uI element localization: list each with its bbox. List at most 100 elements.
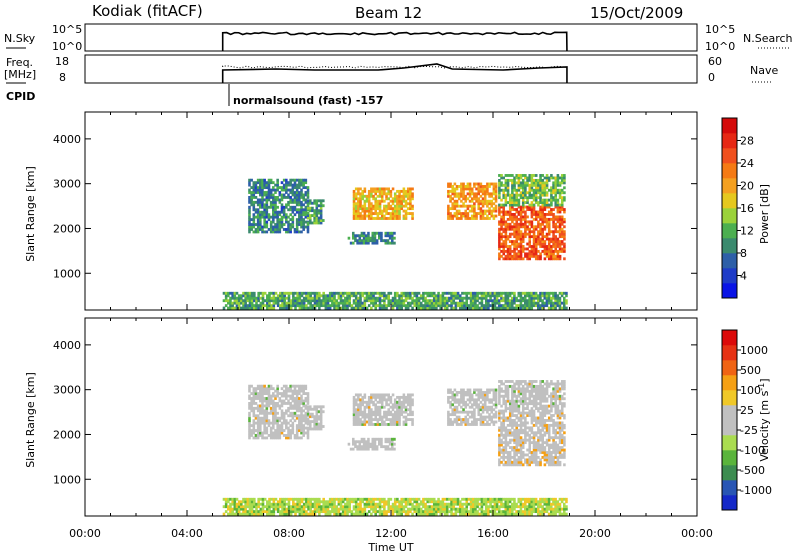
velocity-cell [384, 437, 388, 441]
velocity-cell [380, 398, 384, 402]
power-cell [383, 187, 386, 191]
power-cell [398, 296, 401, 300]
power-cell [508, 205, 512, 209]
power-cell [519, 186, 523, 190]
velocity-cell [391, 440, 394, 444]
power-cell [294, 296, 297, 300]
velocity-cell [248, 419, 251, 423]
power-cell [387, 296, 390, 300]
power-cell [354, 301, 358, 305]
power-cell [285, 186, 288, 190]
power-cell [488, 182, 491, 186]
power-cell [370, 209, 373, 213]
velocity-cell [504, 394, 508, 398]
power-cell [269, 200, 273, 204]
power-cell [526, 178, 529, 182]
power-cell [524, 235, 527, 239]
power-cell [466, 207, 470, 211]
power-cell [492, 182, 496, 186]
velocity-cell [547, 446, 551, 449]
velocity-cell [556, 446, 560, 449]
power-cell [354, 217, 358, 220]
velocity-cell [359, 393, 362, 397]
power-cell [307, 299, 310, 303]
velocity-cell [282, 384, 286, 388]
velocity-cell [377, 437, 381, 441]
power-cell [500, 183, 503, 187]
power-cell [511, 254, 514, 258]
power-cell [530, 254, 534, 258]
power-cell [322, 291, 325, 295]
power-cell [313, 291, 317, 295]
power-cell [393, 197, 397, 201]
velocity-cell [539, 382, 542, 386]
velocity-cell [528, 399, 532, 403]
power-cell [348, 291, 351, 295]
velocity-cell [519, 382, 523, 386]
power-cell [541, 210, 545, 214]
power-cell [521, 203, 525, 207]
power-cell [498, 186, 501, 190]
velocity-cell [517, 399, 521, 403]
power-cell [521, 198, 525, 202]
velocity-cell [475, 403, 478, 407]
velocity-cell [526, 387, 529, 391]
power-cell [545, 201, 549, 205]
power-cell [476, 304, 479, 308]
power-cell [266, 296, 269, 300]
power-cell [490, 194, 494, 198]
velocity-cell [302, 401, 305, 405]
power-cell [457, 197, 461, 201]
power-cell [280, 223, 284, 226]
velocity-cell [552, 394, 555, 398]
power-cell [565, 306, 568, 310]
colorbar-segment [722, 133, 737, 149]
power-cell [298, 223, 301, 226]
power-cell [537, 220, 540, 224]
power-cell [370, 301, 373, 305]
velocity-cell [354, 440, 357, 444]
velocity-cell [411, 410, 414, 414]
power-cell [289, 205, 292, 209]
power-cell [389, 207, 393, 211]
velocity-cell [278, 419, 282, 423]
power-cell [387, 294, 390, 298]
power-cell [250, 306, 254, 310]
power-cell [380, 212, 384, 215]
velocity-cell [361, 403, 364, 407]
velocity-cell [322, 405, 325, 409]
power-cell [517, 225, 521, 229]
velocity-cell [404, 410, 408, 414]
power-cell [409, 189, 412, 193]
power-cell [352, 197, 356, 201]
velocity-cell [537, 460, 540, 464]
power-cell [506, 235, 510, 239]
velocity-cell [378, 408, 382, 412]
power-cell [556, 296, 560, 300]
velocity-cell [554, 382, 558, 386]
power-cell [291, 183, 295, 187]
power-cell [269, 230, 273, 234]
power-cell [500, 215, 503, 219]
velocity-cell [291, 397, 295, 400]
velocity-cell [393, 418, 397, 421]
power-cell [519, 291, 523, 295]
velocity-cell [500, 423, 503, 427]
power-cell [385, 194, 388, 198]
velocity-cell [254, 436, 258, 440]
power-cell [300, 203, 303, 207]
velocity-cell [298, 397, 301, 400]
power-cell [430, 291, 434, 295]
power-cell [409, 207, 412, 211]
power-cell [479, 214, 483, 218]
power-cell [389, 194, 393, 198]
power-cell [539, 176, 542, 180]
power-cell [315, 296, 319, 300]
y-tick-label: 1000 [53, 267, 81, 280]
velocity-cell [309, 422, 312, 426]
power-cell [263, 304, 267, 308]
power-cell [492, 197, 496, 201]
power-cell [453, 189, 457, 193]
power-cell [547, 301, 551, 305]
power-cell [293, 181, 297, 185]
